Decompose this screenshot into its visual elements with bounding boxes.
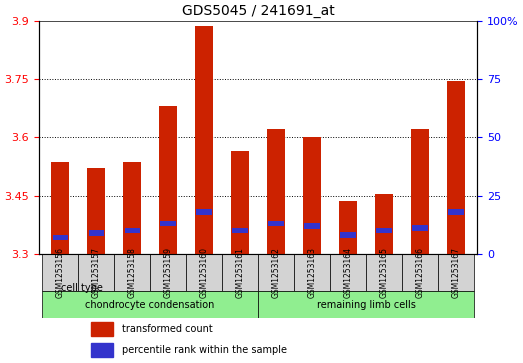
Bar <box>197 209 212 215</box>
Bar <box>159 106 177 254</box>
FancyBboxPatch shape <box>438 254 474 291</box>
Text: chondrocyte condensation: chondrocyte condensation <box>85 299 215 310</box>
Text: percentile rank within the sample: percentile rank within the sample <box>122 345 287 355</box>
Text: cell type: cell type <box>61 283 103 293</box>
FancyBboxPatch shape <box>402 254 438 291</box>
Bar <box>231 151 249 254</box>
Text: GSM1253158: GSM1253158 <box>128 247 137 298</box>
Bar <box>87 168 105 254</box>
Bar <box>339 201 357 254</box>
FancyBboxPatch shape <box>366 254 402 291</box>
Text: GSM1253160: GSM1253160 <box>200 247 209 298</box>
Bar <box>123 163 141 254</box>
Bar <box>51 163 69 254</box>
Bar <box>448 209 463 215</box>
Text: remaining limb cells: remaining limb cells <box>316 299 415 310</box>
Text: GSM1253167: GSM1253167 <box>451 247 460 298</box>
Bar <box>411 130 429 254</box>
Text: GSM1253159: GSM1253159 <box>164 247 173 298</box>
FancyBboxPatch shape <box>294 254 330 291</box>
Bar <box>412 225 428 231</box>
Text: GSM1253165: GSM1253165 <box>380 247 389 298</box>
Bar <box>304 223 320 229</box>
Bar <box>124 228 140 233</box>
Bar <box>92 343 113 357</box>
Bar <box>88 230 104 236</box>
Text: transformed count: transformed count <box>122 325 213 334</box>
Bar <box>92 322 113 337</box>
FancyBboxPatch shape <box>258 291 474 318</box>
Bar <box>340 232 356 238</box>
Bar <box>375 193 393 254</box>
Bar <box>161 221 176 227</box>
Bar <box>303 137 321 254</box>
Bar <box>267 130 285 254</box>
FancyBboxPatch shape <box>78 254 114 291</box>
Bar <box>195 26 213 254</box>
FancyBboxPatch shape <box>114 254 150 291</box>
Text: GSM1253164: GSM1253164 <box>344 247 353 298</box>
Bar <box>53 234 68 240</box>
Text: GSM1253163: GSM1253163 <box>308 247 316 298</box>
Text: GSM1253156: GSM1253156 <box>56 247 65 298</box>
Bar <box>377 228 392 233</box>
FancyBboxPatch shape <box>150 254 186 291</box>
FancyBboxPatch shape <box>222 254 258 291</box>
FancyBboxPatch shape <box>186 254 222 291</box>
FancyBboxPatch shape <box>258 254 294 291</box>
Bar <box>232 228 248 233</box>
Text: GSM1253162: GSM1253162 <box>271 247 280 298</box>
Text: GSM1253166: GSM1253166 <box>415 247 425 298</box>
FancyBboxPatch shape <box>330 254 366 291</box>
FancyBboxPatch shape <box>42 291 258 318</box>
FancyBboxPatch shape <box>42 254 78 291</box>
Bar <box>268 221 283 227</box>
Text: GSM1253157: GSM1253157 <box>92 247 101 298</box>
Text: GSM1253161: GSM1253161 <box>235 247 245 298</box>
Title: GDS5045 / 241691_at: GDS5045 / 241691_at <box>181 4 334 18</box>
Bar <box>447 81 465 254</box>
